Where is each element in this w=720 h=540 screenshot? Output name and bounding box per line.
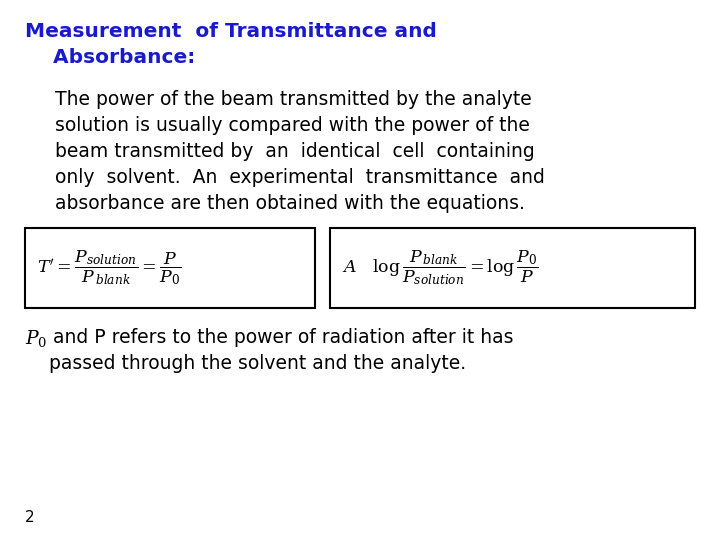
- Bar: [25, 228, 315, 308]
- Bar: [330, 228, 695, 308]
- Text: and P refers to the power of radiation after it has: and P refers to the power of radiation a…: [47, 328, 513, 347]
- Text: absorbance are then obtained with the equations.: absorbance are then obtained with the eq…: [55, 194, 525, 213]
- Text: The power of the beam transmitted by the analyte: The power of the beam transmitted by the…: [55, 90, 532, 109]
- Text: 2: 2: [25, 510, 35, 525]
- Text: $P_0$: $P_0$: [25, 328, 48, 349]
- Text: $T' = \dfrac{P_{\mathit{solution}}}{P_{\,\mathit{blank}}} = \dfrac{P}{P_0}$: $T' = \dfrac{P_{\mathit{solution}}}{P_{\…: [37, 248, 181, 287]
- Text: Measurement  of Transmittance and: Measurement of Transmittance and: [25, 22, 437, 41]
- Text: $A \quad \log\dfrac{P_{\,\mathit{blank}}}{P_{\mathit{solution}}} = \log\dfrac{P_: $A \quad \log\dfrac{P_{\,\mathit{blank}}…: [342, 248, 539, 287]
- Text: only  solvent.  An  experimental  transmittance  and: only solvent. An experimental transmitta…: [55, 168, 545, 187]
- Text: passed through the solvent and the analyte.: passed through the solvent and the analy…: [25, 354, 466, 373]
- Text: solution is usually compared with the power of the: solution is usually compared with the po…: [55, 116, 530, 135]
- Text: beam transmitted by  an  identical  cell  containing: beam transmitted by an identical cell co…: [55, 142, 535, 161]
- Text: Absorbance:: Absorbance:: [25, 48, 195, 67]
